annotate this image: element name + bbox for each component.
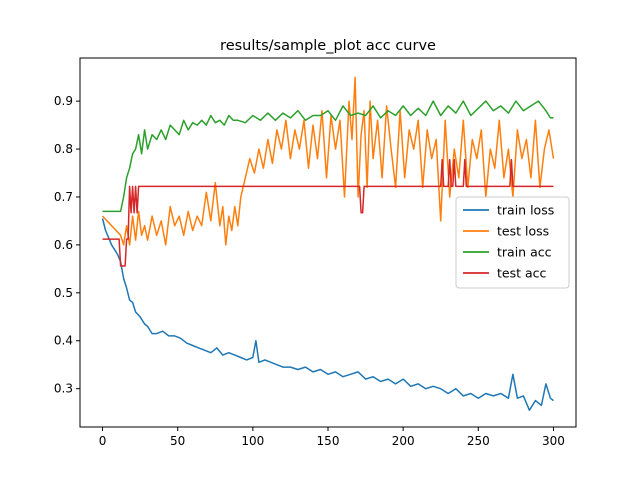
y-tick-label: 0.4 <box>54 334 73 348</box>
y-tick-label: 0.6 <box>54 238 73 252</box>
x-tick-label: 150 <box>317 434 340 448</box>
y-tick-label: 0.5 <box>54 286 73 300</box>
series-line-1 <box>101 76 555 246</box>
series-line-0 <box>101 218 554 411</box>
x-tick-label: 250 <box>467 434 490 448</box>
x-axis: 0 50 100 150 200 250 300 <box>99 427 565 448</box>
y-tick-label: 0.7 <box>54 190 73 204</box>
legend-label-0: train loss <box>497 203 554 218</box>
x-tick-label: 200 <box>392 434 415 448</box>
legend-label-2: train acc <box>497 245 552 260</box>
series-line-2 <box>102 100 554 213</box>
x-tick-label: 300 <box>542 434 565 448</box>
legend-label-1: test loss <box>497 224 549 239</box>
x-tick-label: 50 <box>170 434 185 448</box>
series-line-3 <box>102 158 554 267</box>
x-tick-label: 0 <box>99 434 107 448</box>
legend: train loss test loss train acc test acc <box>455 196 570 289</box>
legend-box <box>455 196 570 289</box>
y-axis: 0.3 0.4 0.5 0.6 0.7 0.8 0.9 <box>54 94 80 396</box>
plot-lines <box>101 76 555 411</box>
x-tick-label: 100 <box>241 434 264 448</box>
chart-title: results/sample_plot acc curve <box>220 38 436 54</box>
y-tick-label: 0.3 <box>54 382 73 396</box>
y-tick-label: 0.8 <box>54 142 73 156</box>
legend-label-3: test acc <box>497 266 547 281</box>
y-tick-label: 0.9 <box>54 94 73 108</box>
